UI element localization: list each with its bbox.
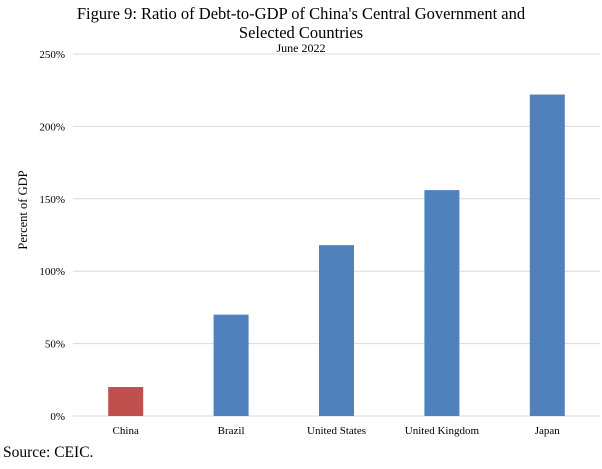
y-tick-label: 250% (39, 49, 65, 61)
y-tick-label: 150% (39, 194, 65, 206)
y-tick-label: 0% (50, 411, 65, 423)
x-axis-ticks: China Brazil United States United Kingdom Ja… (113, 425, 561, 437)
y-tick-label: 50% (45, 339, 65, 351)
bar-brazil (213, 314, 249, 416)
x-tick-label: China (113, 425, 139, 437)
y-tick-label: 100% (39, 266, 65, 278)
bar-united-kingdom (424, 190, 460, 416)
y-axis-label: Percent of GDP (16, 170, 30, 249)
bars (108, 94, 565, 416)
y-axis-ticks: 0% 50% 100% 150% 200% 250% (39, 49, 65, 423)
source-note: Source: CEIC. (3, 444, 94, 461)
chart-title-line-2: Selected Countries (238, 23, 364, 42)
y-tick-label: 200% (39, 121, 65, 133)
x-tick-label: Brazil (218, 425, 245, 437)
bar-china (108, 387, 144, 416)
x-tick-label: Japan (535, 425, 561, 437)
chart-title: Figure 9: Ratio of Debt-to-GDP of China'… (0, 4, 602, 42)
bar-united-states (319, 245, 354, 416)
x-tick-label: United States (307, 425, 366, 437)
chart-title-line-1: Figure 9: Ratio of Debt-to-GDP of China'… (76, 4, 526, 23)
x-tick-label: United Kingdom (405, 425, 480, 437)
chart-subtitle: June 2022 (276, 41, 326, 55)
bar-japan (529, 94, 565, 416)
